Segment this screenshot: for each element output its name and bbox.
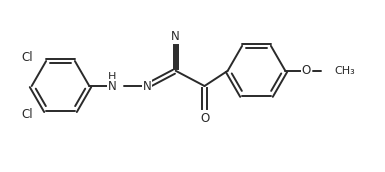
Text: O: O xyxy=(301,64,311,77)
Text: H: H xyxy=(108,72,117,82)
Text: Cl: Cl xyxy=(22,108,33,121)
Text: O: O xyxy=(200,112,209,125)
Text: N: N xyxy=(142,79,151,93)
Text: N: N xyxy=(171,30,180,42)
Text: Cl: Cl xyxy=(22,51,33,64)
Text: N: N xyxy=(108,79,117,93)
Text: CH₃: CH₃ xyxy=(334,66,355,76)
